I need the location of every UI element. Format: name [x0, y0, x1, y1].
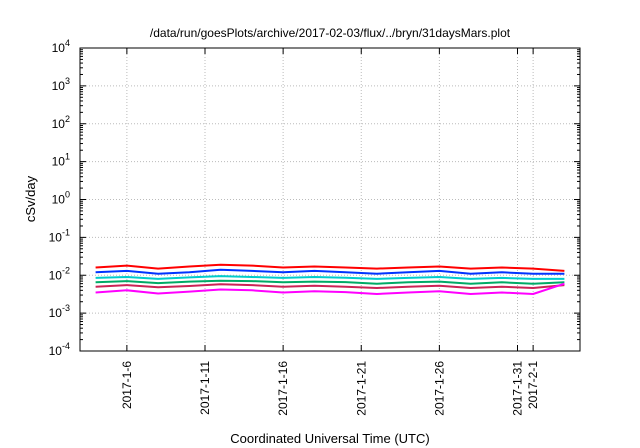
x-axis-label: Coordinated Universal Time (UTC)	[230, 431, 429, 446]
data-series-line	[95, 268, 565, 275]
y-axis-label: cSv/day	[23, 175, 38, 222]
grid-layer	[80, 48, 580, 351]
series-layer	[95, 263, 565, 295]
x-tick-label: 2017-1-6	[120, 361, 134, 409]
data-series-line	[95, 282, 565, 295]
x-tick-label: 2017-1-11	[198, 361, 212, 415]
x-tick-label: 2017-2-1	[526, 361, 540, 409]
x-tick-label: 2017-1-16	[276, 361, 290, 416]
x-tick-label: 2017-1-26	[432, 361, 446, 416]
data-series-line	[95, 263, 565, 272]
x-tick-label: 2017-1-21	[354, 361, 368, 416]
y-tick-label: 10-4	[49, 341, 70, 358]
y-tick-label: 10-3	[49, 303, 70, 320]
y-tick-label: 10-1	[49, 227, 70, 244]
data-series-line	[95, 279, 565, 285]
x-tick-label: 2017-1-31	[511, 361, 525, 416]
x-axis-ticks: 2017-1-6 2017-1-11 2017-1-16 2017-1-21 2017-…	[120, 48, 540, 416]
data-series-line	[95, 283, 565, 289]
y-tick-label: 100	[52, 190, 70, 207]
chart-title: /data/run/goesPlots/archive/2017-02-03/f…	[150, 26, 511, 40]
data-series-line	[95, 275, 565, 280]
y-tick-label: 102	[52, 114, 70, 131]
y-tick-label: 103	[52, 76, 70, 93]
y-tick-label: 101	[52, 152, 70, 169]
y-axis-ticks: 10-4 10-3 10-2 10-1 100 101 102 103 104	[49, 38, 580, 358]
y-tick-label: 10-2	[49, 265, 70, 282]
y-tick-label: 104	[52, 38, 70, 55]
